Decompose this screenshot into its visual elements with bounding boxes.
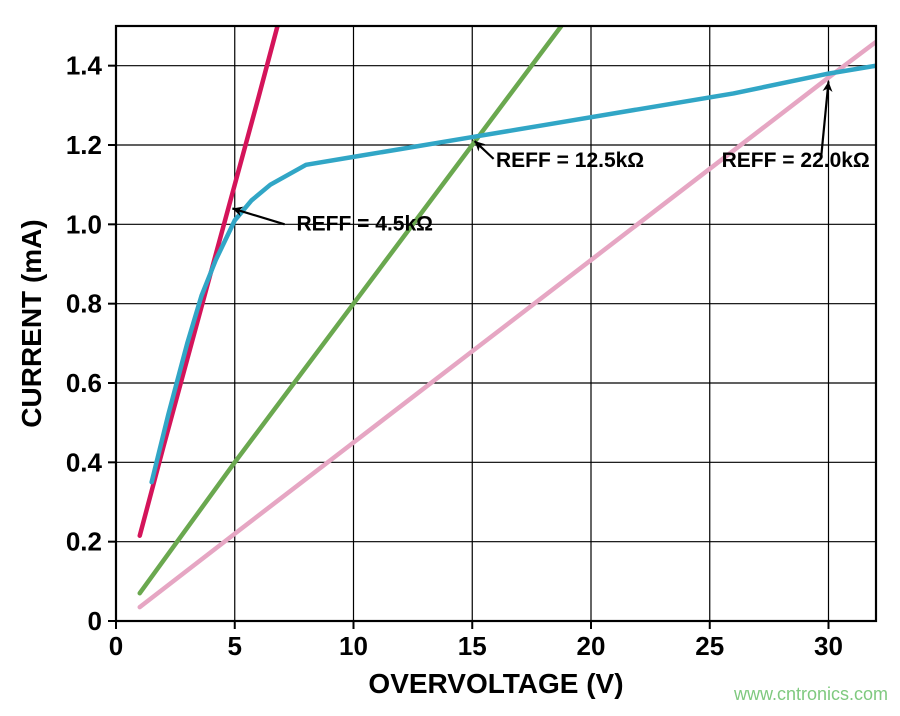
annotation-reff_22k_label: REFF = 22.0kΩ <box>722 149 870 172</box>
chart-bg <box>6 6 894 710</box>
x-tick-label: 0 <box>109 631 123 661</box>
x-tick-label: 15 <box>458 631 487 661</box>
y-axis-title: CURRENT (mA) <box>16 219 47 427</box>
y-tick-label: 1.0 <box>66 209 102 239</box>
annotation-reff_12p5k_label: REFF = 12.5kΩ <box>496 149 644 172</box>
y-tick-label: 0.2 <box>66 527 102 557</box>
x-tick-label: 10 <box>339 631 368 661</box>
chart-container: 0 5 10 15 20 25 30 0 0.2 0.4 0.6 0.8 1.0 1.2 1.4 OVERVO… <box>6 6 894 710</box>
x-tick-label: 5 <box>228 631 242 661</box>
y-tick-label: 0 <box>88 606 102 636</box>
x-tick-label: 25 <box>695 631 724 661</box>
x-tick-label: 30 <box>814 631 843 661</box>
y-tick-label: 1.2 <box>66 130 102 160</box>
y-tick-label: 0.4 <box>66 447 103 477</box>
y-tick-label: 0.6 <box>66 368 102 398</box>
y-tick-label: 1.4 <box>66 51 103 81</box>
x-tick-label: 20 <box>577 631 606 661</box>
y-tick-label: 0.8 <box>66 289 102 319</box>
x-axis-title: OVERVOLTAGE (V) <box>368 668 623 699</box>
watermark: www.cntronics.com <box>733 684 888 704</box>
annotation-reff_4p5k_label: REFF = 4.5kΩ <box>297 212 433 235</box>
chart-svg: 0 5 10 15 20 25 30 0 0.2 0.4 0.6 0.8 1.0 1.2 1.4 OVERVO… <box>6 6 894 710</box>
